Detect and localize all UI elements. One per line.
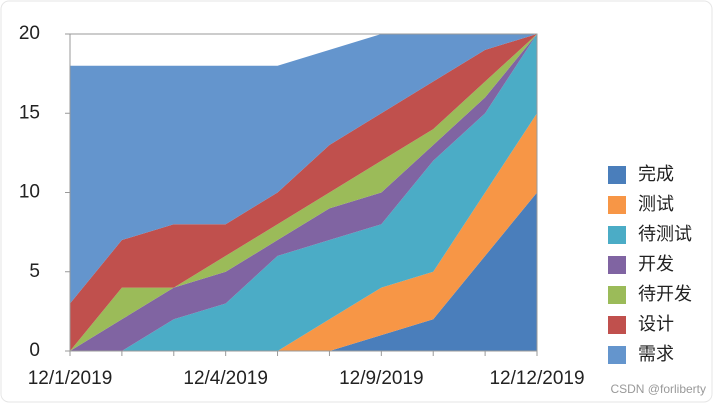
legend-swatch [608,286,626,304]
legend-swatch [608,196,626,214]
legend-swatch [608,166,626,184]
area [70,34,537,351]
watermark: CSDN @forliberty [610,382,706,396]
x-tick-label: 12/9/2019 [339,368,424,389]
legend-label: 需求 [638,344,674,364]
legend-label: 设计 [638,314,674,334]
x-tick-label: 12/1/2019 [28,368,113,389]
x-tick-label: 12/12/2019 [489,368,584,389]
legend-swatch [608,226,626,244]
area [70,34,537,304]
area [70,113,537,351]
legend-swatch [608,346,626,364]
legend-swatch [608,316,626,334]
legend-label: 待测试 [638,224,692,244]
y-tick-label: 15 [19,102,40,123]
y-tick-label: 5 [29,261,40,282]
area [70,34,537,351]
area [70,34,537,351]
y-tick-label: 20 [19,23,40,44]
legend-label: 开发 [638,254,674,274]
y-tick-label: 0 [29,340,40,361]
legend-label: 完成 [638,164,674,184]
legend-label: 测试 [638,194,674,214]
y-tick-label: 10 [19,182,40,203]
area [70,192,537,351]
legend-swatch [608,256,626,274]
x-tick-label: 12/4/2019 [183,368,268,389]
legend-label: 待开发 [638,284,692,304]
